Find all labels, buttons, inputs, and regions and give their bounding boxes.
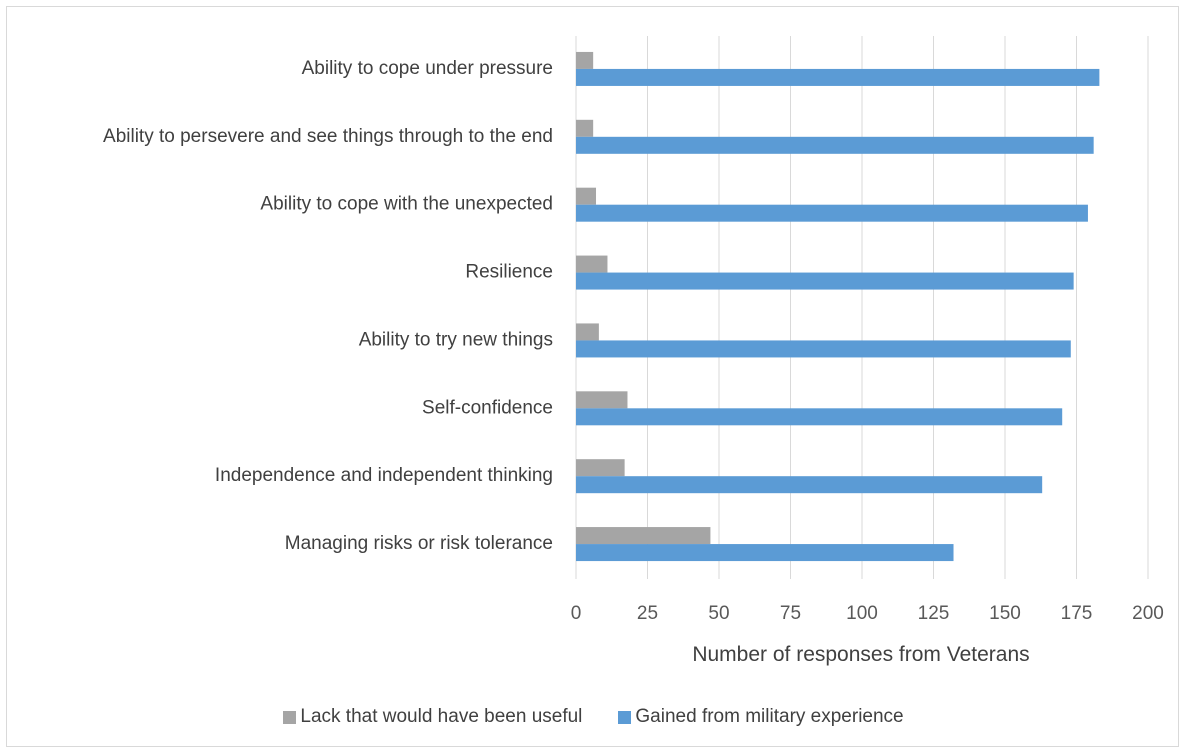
category-label: Managing risks or risk tolerance <box>285 533 553 554</box>
bar-gained-7 <box>576 544 954 562</box>
legend-swatch-gained <box>618 710 632 724</box>
x-tick-label: 25 <box>637 603 658 624</box>
bar-gained-1 <box>576 136 1094 154</box>
category-label: Self-confidence <box>422 397 553 418</box>
bar-lack-6 <box>576 459 625 477</box>
x-tick-label: 150 <box>989 603 1021 624</box>
legend-label-gained: Gained from military experience <box>635 706 904 727</box>
x-tick-label: 50 <box>708 603 729 624</box>
category-label: Ability to cope with the unexpected <box>260 194 553 215</box>
bar-lack-2 <box>576 187 597 205</box>
bars <box>576 51 1100 562</box>
bar-gained-4 <box>576 340 1071 358</box>
bar-lack-3 <box>576 255 608 273</box>
category-label: Ability to try new things <box>359 329 553 350</box>
legend-item-gained: Gained from military experience <box>618 706 904 728</box>
bar-gained-2 <box>576 204 1088 222</box>
x-tick-label: 200 <box>1132 603 1164 624</box>
category-labels: Ability to cope under pressure Ability to… <box>103 58 553 554</box>
bar-lack-1 <box>576 119 594 137</box>
x-tick-label: 0 <box>571 603 582 624</box>
category-label: Independence and independent thinking <box>215 465 553 486</box>
legend-label-lack: Lack that would have been useful <box>300 706 583 727</box>
bar-gained-3 <box>576 272 1074 290</box>
category-label: Resilience <box>465 262 553 283</box>
bar-lack-7 <box>576 527 711 545</box>
gridlines <box>575 36 1149 579</box>
x-tick-label: 75 <box>780 603 801 624</box>
x-tick-labels: 0 25 50 75 100 125 150 175 200 <box>571 603 1164 624</box>
x-axis-title: Number of responses from Veterans <box>692 643 1029 666</box>
bar-lack-0 <box>576 51 594 69</box>
bar-gained-0 <box>576 68 1100 86</box>
bar-gained-5 <box>576 408 1063 426</box>
category-label: Ability to persevere and see things thro… <box>103 126 553 147</box>
x-tick-label: 175 <box>1061 603 1093 624</box>
x-tick-label: 125 <box>918 603 950 624</box>
legend-swatch-lack <box>283 710 297 724</box>
bar-gained-6 <box>576 476 1043 494</box>
bar-chart: Ability to cope under pressure Ability to… <box>103 36 1164 666</box>
bar-lack-5 <box>576 391 628 409</box>
legend: Lack that would have been useful Gained … <box>0 706 1187 728</box>
category-label: Ability to cope under pressure <box>302 58 553 79</box>
legend-item-lack: Lack that would have been useful <box>283 706 582 728</box>
bar-lack-4 <box>576 323 599 341</box>
x-tick-label: 100 <box>846 603 878 624</box>
